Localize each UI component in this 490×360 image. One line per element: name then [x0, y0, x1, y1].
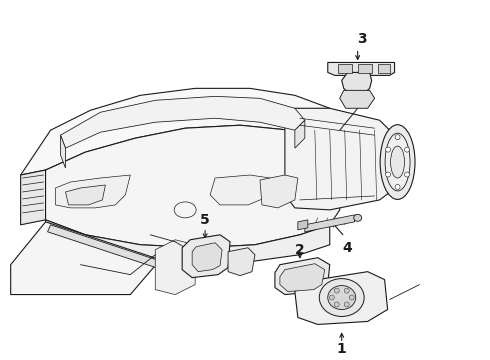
- Polygon shape: [328, 62, 394, 75]
- Polygon shape: [61, 135, 66, 168]
- Polygon shape: [340, 90, 375, 108]
- Ellipse shape: [380, 125, 415, 199]
- Polygon shape: [295, 272, 388, 324]
- Ellipse shape: [328, 285, 356, 310]
- Ellipse shape: [391, 146, 405, 178]
- Polygon shape: [298, 220, 308, 230]
- Circle shape: [344, 288, 349, 293]
- Circle shape: [349, 295, 354, 300]
- Polygon shape: [280, 264, 325, 292]
- Ellipse shape: [354, 214, 362, 221]
- Text: 4: 4: [343, 241, 353, 255]
- Polygon shape: [46, 125, 340, 248]
- Ellipse shape: [174, 202, 196, 218]
- Polygon shape: [210, 175, 270, 205]
- Circle shape: [405, 147, 410, 152]
- Polygon shape: [21, 170, 46, 225]
- Polygon shape: [46, 220, 330, 265]
- Polygon shape: [295, 120, 305, 148]
- Polygon shape: [358, 64, 371, 73]
- Circle shape: [395, 184, 400, 189]
- Polygon shape: [260, 175, 298, 208]
- Polygon shape: [55, 175, 130, 208]
- Circle shape: [334, 302, 339, 307]
- Polygon shape: [155, 240, 195, 294]
- Polygon shape: [182, 235, 230, 278]
- Text: 5: 5: [200, 213, 210, 227]
- Polygon shape: [11, 222, 160, 294]
- Circle shape: [386, 172, 391, 177]
- Polygon shape: [342, 72, 371, 95]
- Polygon shape: [378, 64, 390, 73]
- Polygon shape: [275, 258, 330, 294]
- Text: 1: 1: [337, 342, 346, 356]
- Polygon shape: [66, 185, 105, 205]
- Circle shape: [344, 302, 349, 307]
- Polygon shape: [61, 96, 305, 148]
- Ellipse shape: [319, 279, 364, 316]
- Polygon shape: [305, 215, 355, 232]
- Circle shape: [329, 295, 334, 300]
- Circle shape: [405, 172, 410, 177]
- Polygon shape: [228, 248, 255, 276]
- Polygon shape: [192, 243, 222, 272]
- Text: 2: 2: [295, 243, 305, 257]
- Circle shape: [395, 135, 400, 140]
- Polygon shape: [285, 108, 399, 210]
- Circle shape: [334, 288, 339, 293]
- Polygon shape: [48, 225, 165, 270]
- Circle shape: [386, 147, 391, 152]
- Text: 3: 3: [357, 32, 367, 46]
- Ellipse shape: [385, 133, 410, 191]
- Polygon shape: [21, 88, 340, 175]
- Polygon shape: [338, 64, 352, 73]
